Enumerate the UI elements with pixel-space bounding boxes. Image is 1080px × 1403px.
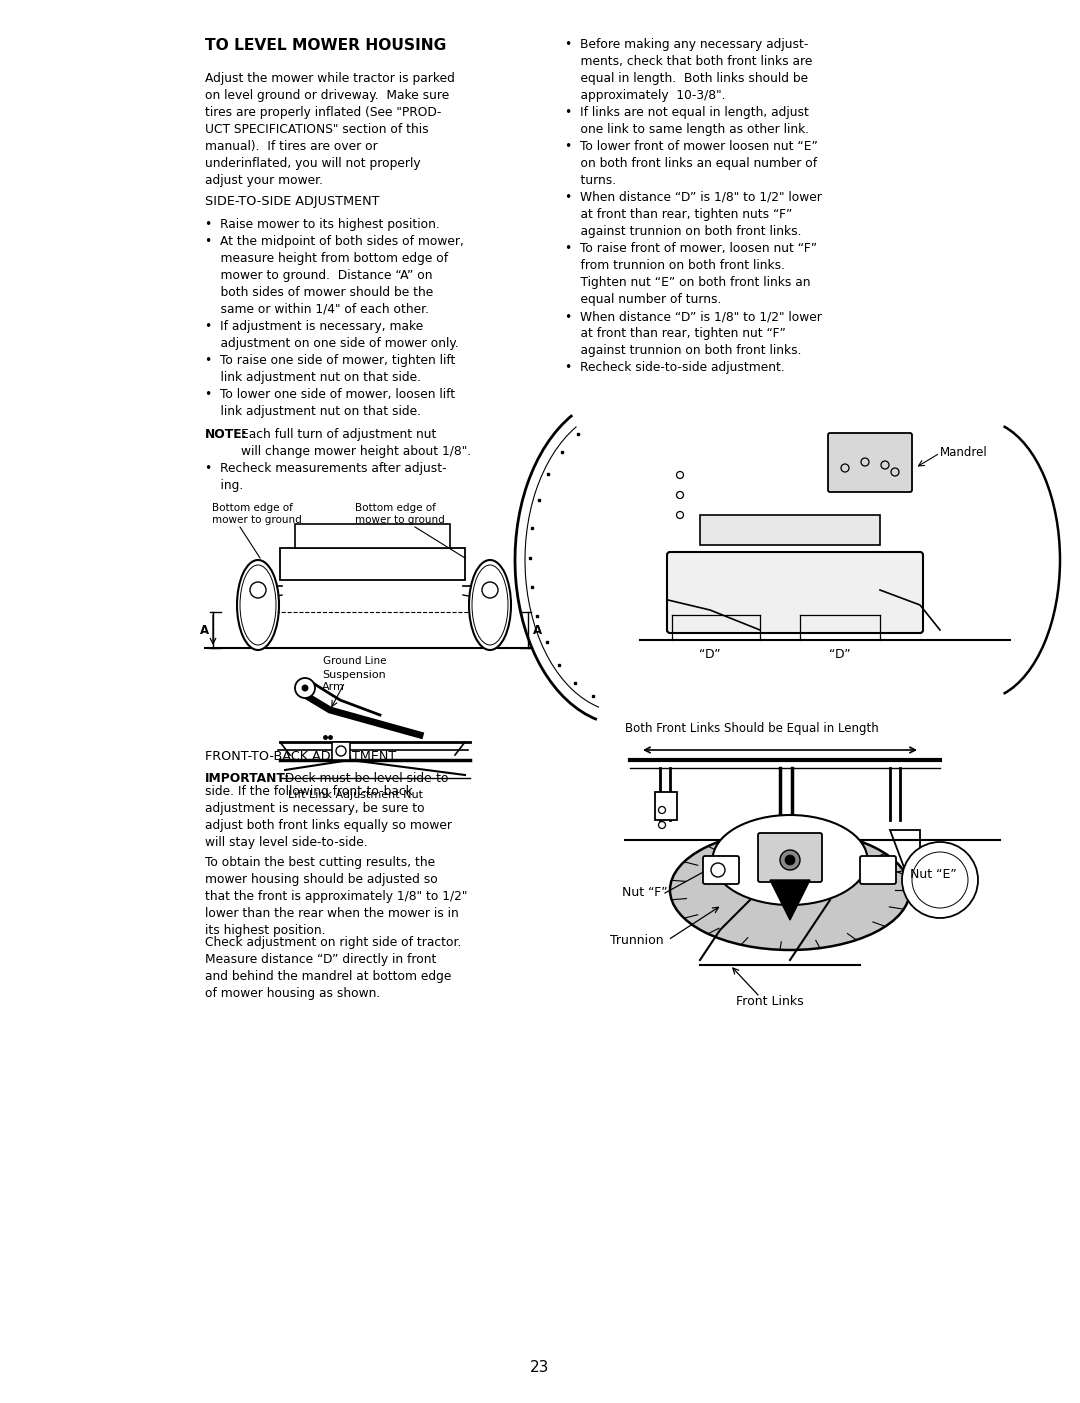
FancyBboxPatch shape	[828, 434, 912, 492]
Text: A: A	[534, 623, 542, 637]
FancyBboxPatch shape	[758, 833, 822, 882]
Text: Ground Line: Ground Line	[323, 657, 387, 666]
Circle shape	[249, 582, 266, 598]
Ellipse shape	[713, 815, 867, 905]
Text: A: A	[200, 623, 210, 637]
Text: FRONT-TO-BACK ADJUSTMENT: FRONT-TO-BACK ADJUSTMENT	[205, 751, 396, 763]
Text: “D”: “D”	[699, 648, 720, 661]
Text: Nut “E”: Nut “E”	[910, 868, 957, 881]
Text: side. If the following front-to-back
adjustment is necessary, be sure to
adjust : side. If the following front-to-back adj…	[205, 786, 453, 849]
Text: 23: 23	[530, 1361, 550, 1375]
Text: Check adjustment on right side of tractor.
Measure distance “D” directly in fron: Check adjustment on right side of tracto…	[205, 936, 461, 1000]
Circle shape	[301, 685, 309, 692]
Polygon shape	[770, 880, 810, 920]
Text: TO LEVEL MOWER HOUSING: TO LEVEL MOWER HOUSING	[205, 38, 446, 53]
Circle shape	[902, 842, 978, 918]
Text: “D”: “D”	[829, 648, 851, 661]
Circle shape	[336, 746, 346, 756]
Text: IMPORTANT:: IMPORTANT:	[205, 772, 291, 786]
Text: •  Before making any necessary adjust-
    ments, check that both front links ar: • Before making any necessary adjust- me…	[565, 38, 822, 375]
Text: •  Recheck measurements after adjust-
    ing.: • Recheck measurements after adjust- ing…	[205, 462, 447, 492]
Bar	[700, 515, 880, 544]
FancyBboxPatch shape	[667, 551, 923, 633]
Text: Suspension
Arm: Suspension Arm	[322, 671, 386, 693]
Text: Deck must be level side-to-: Deck must be level side-to-	[276, 772, 454, 786]
Text: Trunnion: Trunnion	[610, 933, 663, 947]
Text: NOTE:: NOTE:	[205, 428, 247, 441]
Text: Bottom edge of
mower to ground: Bottom edge of mower to ground	[355, 504, 445, 525]
Text: Bottom edge of
mower to ground: Bottom edge of mower to ground	[212, 504, 301, 525]
Circle shape	[780, 850, 800, 870]
FancyBboxPatch shape	[860, 856, 896, 884]
Text: Mandrel: Mandrel	[940, 446, 988, 460]
Circle shape	[785, 854, 795, 866]
Bar	[280, 549, 465, 579]
Text: Both Front Links Should be Equal in Length: Both Front Links Should be Equal in Leng…	[625, 723, 879, 735]
Bar	[654, 793, 677, 819]
FancyBboxPatch shape	[703, 856, 739, 884]
Text: Front Links: Front Links	[737, 995, 804, 1007]
Bar	[332, 742, 350, 760]
Ellipse shape	[237, 560, 279, 650]
Text: SIDE-TO-SIDE ADJUSTMENT: SIDE-TO-SIDE ADJUSTMENT	[205, 195, 379, 208]
Text: Each full turn of adjustment nut
will change mower height about 1/8".: Each full turn of adjustment nut will ch…	[241, 428, 471, 457]
Text: Adjust the mower while tractor is parked
on level ground or driveway.  Make sure: Adjust the mower while tractor is parked…	[205, 72, 455, 187]
Text: Lift Link Adjustment Nut: Lift Link Adjustment Nut	[287, 790, 422, 800]
Ellipse shape	[469, 560, 511, 650]
Text: •  Raise mower to its highest position.
•  At the midpoint of both sides of mowe: • Raise mower to its highest position. •…	[205, 217, 464, 418]
Circle shape	[295, 678, 315, 699]
Circle shape	[482, 582, 498, 598]
Ellipse shape	[670, 831, 910, 950]
Text: To obtain the best cutting results, the
mower housing should be adjusted so
that: To obtain the best cutting results, the …	[205, 856, 468, 937]
Bar	[295, 523, 450, 549]
Text: Nut “F”: Nut “F”	[622, 885, 667, 898]
